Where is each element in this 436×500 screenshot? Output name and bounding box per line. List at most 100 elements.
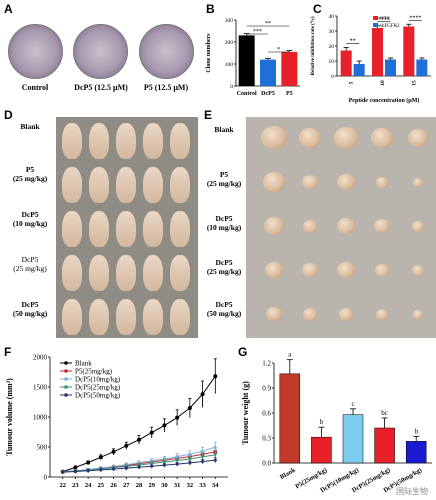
y-tick-label: 1500 — [33, 384, 48, 392]
data-point — [137, 437, 141, 442]
y-tick-label: 0.6 — [262, 410, 271, 418]
data-point — [111, 466, 116, 472]
tumor — [408, 129, 428, 147]
bar-ntc — [403, 26, 415, 76]
data-point — [98, 455, 103, 460]
x-tick-label: 27 — [123, 482, 130, 489]
tumor — [302, 175, 318, 190]
data-point — [149, 461, 154, 466]
panel-letter-b: B — [206, 2, 215, 16]
mouse — [116, 123, 136, 159]
bar-shfgfr2 — [416, 59, 428, 76]
x-tick-label: 31 — [174, 482, 181, 489]
x-tick-label: DcP5 — [261, 91, 275, 97]
chart-c: 0 10 20 30 40 Relative inhibition rate (%) Pep… — [311, 14, 431, 104]
bar-ntc — [372, 28, 383, 76]
mice-row-label: DcP5 (25 mg/kg) — [13, 255, 47, 273]
mouse — [170, 167, 190, 203]
bar-ntc — [340, 50, 352, 76]
panel-letter-g: G — [238, 345, 248, 359]
y-tick-label: 0.0 — [262, 460, 271, 468]
mouse — [62, 211, 82, 247]
watermark: 国际生物 — [396, 487, 428, 496]
y-tick-label: 40 — [329, 14, 335, 20]
y-tick-label: 100 — [225, 62, 234, 68]
data-point — [200, 392, 205, 397]
x-tick-label: Control — [237, 91, 257, 97]
data-point — [200, 459, 205, 464]
tumor — [376, 177, 388, 188]
tumor — [265, 262, 283, 279]
mouse — [143, 211, 163, 247]
tumor-row-label: DcP5 (25 mg/kg) — [206, 258, 242, 276]
data-point — [60, 469, 65, 475]
y-axis-label: Relative inhibition rate (%) — [311, 16, 316, 75]
panel-letter-f: F — [4, 345, 12, 359]
mouse — [170, 123, 190, 159]
panel-letter-e: E — [204, 108, 213, 122]
bar-1 — [311, 436, 332, 464]
data-point — [213, 453, 218, 457]
significance-letter: c — [351, 400, 354, 408]
x-tick-label: 28 — [136, 482, 143, 489]
y-axis-label: Tumour volume (mm³) — [5, 378, 14, 456]
data-point — [187, 406, 192, 410]
bar-3 — [374, 427, 395, 464]
x-tick-label: 34 — [212, 482, 219, 489]
bar-0 — [279, 373, 301, 464]
mouse — [116, 255, 136, 291]
tumor — [376, 309, 388, 320]
x-axis-label: Peptide concentration (μM) — [349, 97, 420, 104]
data-point — [124, 465, 129, 471]
mouse — [62, 299, 82, 335]
tumor — [337, 218, 355, 235]
tumor — [337, 262, 355, 279]
tumor — [375, 264, 389, 277]
data-point — [149, 430, 154, 435]
tumor — [266, 307, 282, 322]
x-tick-label: 25 — [98, 482, 105, 489]
tumor — [371, 128, 393, 148]
tumor-row-label: P5 (25 mg/kg) — [206, 170, 242, 188]
mouse — [62, 167, 82, 203]
data-point — [175, 461, 180, 467]
mice-photo — [56, 117, 198, 338]
mouse — [143, 299, 163, 335]
legend-marker — [64, 385, 68, 389]
mouse — [170, 255, 190, 291]
mice-row-label: P5 (25 mg/kg) — [12, 165, 48, 183]
tumor — [299, 128, 321, 148]
legend-marker — [64, 377, 68, 381]
y-tick-label: 0 — [44, 474, 48, 482]
mouse — [89, 299, 109, 335]
bar-shfgfr2 — [353, 64, 365, 76]
mouse — [89, 167, 109, 203]
legend-marker — [64, 369, 68, 373]
mouse — [62, 255, 82, 291]
tumor — [337, 174, 355, 191]
y-tick-label: 200 — [225, 40, 234, 46]
legend-label: DcP5(50mg/kg) — [75, 392, 121, 400]
x-tick-label: 33 — [199, 482, 206, 489]
mouse — [116, 299, 136, 335]
x-tick-label: 30 — [161, 482, 168, 489]
mice-row-label: DcP5 (50 mg/kg) — [12, 300, 48, 318]
y-axis-label: Tumour weight (g) — [241, 381, 250, 445]
tumor — [264, 217, 284, 235]
x-tick-label: 5 — [349, 81, 355, 84]
mouse — [89, 255, 109, 291]
data-point — [73, 465, 78, 470]
data-point — [213, 444, 218, 449]
y-tick-label: 0 — [331, 74, 334, 80]
y-tick-label: 20 — [329, 44, 335, 50]
significance-letter: b — [320, 418, 324, 426]
tumor — [263, 172, 285, 192]
data-point — [213, 458, 218, 463]
significance-label: **** — [409, 15, 421, 21]
panel-letter-a: A — [4, 2, 13, 16]
significance-label: * — [277, 47, 280, 53]
significance-letter: a — [288, 351, 292, 359]
tumor — [303, 308, 317, 321]
